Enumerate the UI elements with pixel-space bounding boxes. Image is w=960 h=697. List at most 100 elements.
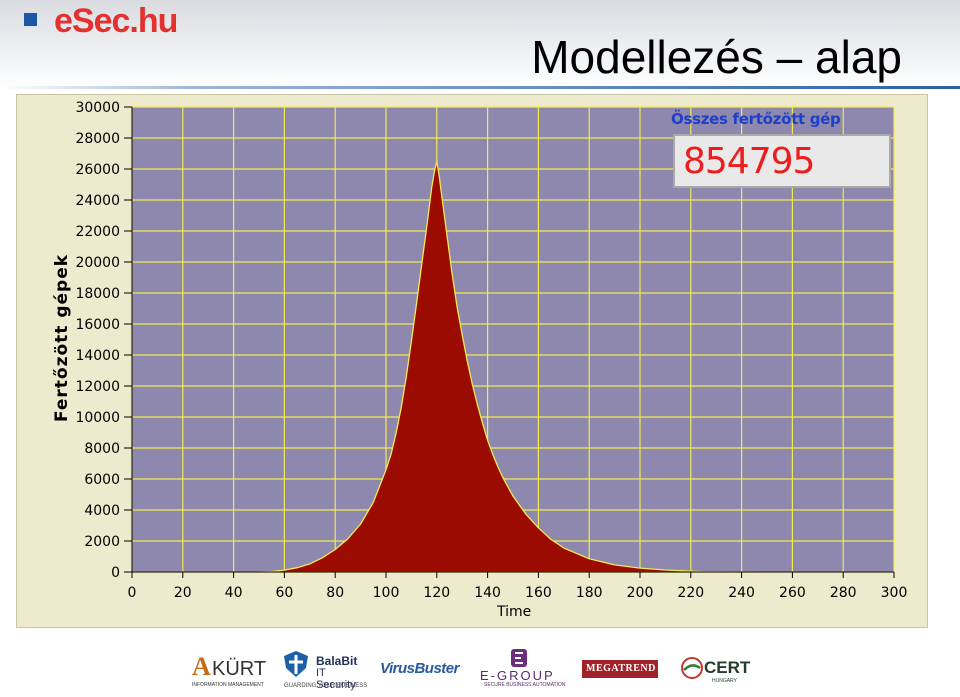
y-tick-label: 8000 bbox=[84, 441, 120, 457]
cert-logo-subtitle: HUNGARY bbox=[712, 678, 737, 684]
header-divider bbox=[0, 86, 960, 89]
x-tick-label: 220 bbox=[677, 585, 704, 601]
data-point bbox=[502, 477, 503, 478]
data-point bbox=[487, 440, 488, 441]
x-axis-title: Time bbox=[497, 604, 532, 620]
balabit-logo: BalaBit IT Security GUARDING YOUR BUSINE… bbox=[282, 648, 368, 692]
total-infected-display: 854795 bbox=[673, 134, 891, 188]
data-point bbox=[309, 563, 310, 564]
cert-logo-name: CERT bbox=[704, 658, 751, 677]
virusbuster-logo-name: VirusBuster bbox=[380, 660, 459, 677]
y-tick-label: 22000 bbox=[75, 224, 120, 240]
data-point bbox=[446, 235, 447, 236]
y-tick-label: 28000 bbox=[75, 131, 120, 147]
x-tick-label: 240 bbox=[728, 585, 755, 601]
kurt-logo: A KÜRT INFORMATION MANAGEMENT bbox=[192, 648, 267, 692]
data-point bbox=[434, 172, 435, 173]
y-tick-label: 14000 bbox=[75, 348, 120, 364]
y-tick-label: 16000 bbox=[75, 317, 120, 333]
balabit-shield-icon bbox=[284, 651, 308, 677]
data-point bbox=[451, 272, 452, 273]
x-tick-label: 0 bbox=[128, 585, 137, 601]
y-tick-label: 18000 bbox=[75, 286, 120, 302]
data-point bbox=[322, 557, 323, 558]
megatrend-logo: MEGATREND bbox=[582, 648, 660, 692]
megatrend-logo-name: MEGATREND bbox=[586, 663, 656, 674]
egroup-logo: E-GROUP SECURE BUSINESS AUTOMATION bbox=[478, 648, 566, 692]
data-point bbox=[563, 547, 564, 548]
data-point bbox=[497, 466, 498, 467]
data-point bbox=[297, 567, 298, 568]
data-point bbox=[614, 564, 615, 565]
kurt-logo-subtitle: INFORMATION MANAGEMENT bbox=[192, 682, 264, 688]
data-point bbox=[396, 432, 397, 433]
egroup-mark-icon bbox=[511, 649, 527, 667]
data-point bbox=[512, 496, 513, 497]
data-point bbox=[525, 513, 526, 514]
y-tick-label: 26000 bbox=[75, 162, 120, 178]
data-point bbox=[467, 361, 468, 362]
y-tick-label: 30000 bbox=[75, 100, 120, 116]
total-infected-label: Összes fertőzött gép bbox=[671, 110, 841, 128]
virusbuster-logo: VirusBuster bbox=[380, 648, 462, 692]
data-point bbox=[373, 502, 374, 503]
data-point bbox=[411, 341, 412, 342]
x-tick-label: 40 bbox=[225, 585, 243, 601]
data-point bbox=[665, 569, 666, 570]
x-tick-label: 260 bbox=[779, 585, 806, 601]
x-tick-label: 20 bbox=[174, 585, 192, 601]
x-tick-label: 180 bbox=[576, 585, 603, 601]
data-point bbox=[457, 306, 458, 307]
data-point bbox=[538, 527, 539, 528]
data-point bbox=[436, 161, 437, 162]
data-point bbox=[462, 334, 463, 335]
y-axis-title: Fertőzött gépek bbox=[52, 253, 72, 423]
x-tick-label: 160 bbox=[525, 585, 552, 601]
x-tick-label: 300 bbox=[881, 585, 908, 601]
x-tick-label: 140 bbox=[474, 585, 501, 601]
cert-globe-icon bbox=[681, 657, 703, 679]
slide-title: Modellezés – alap bbox=[531, 31, 902, 83]
slide-header bbox=[0, 0, 960, 90]
y-tick-label: 12000 bbox=[75, 379, 120, 395]
data-point bbox=[401, 407, 402, 408]
data-point bbox=[551, 539, 552, 540]
y-tick-label: 4000 bbox=[84, 503, 120, 519]
data-point bbox=[406, 376, 407, 377]
kurt-logo-letter: A bbox=[192, 652, 211, 681]
x-tick-label: 200 bbox=[627, 585, 654, 601]
data-point bbox=[385, 469, 386, 470]
kurt-logo-word: KÜRT bbox=[212, 658, 267, 680]
data-point bbox=[439, 176, 440, 177]
egroup-logo-subtitle: SECURE BUSINESS AUTOMATION bbox=[484, 682, 566, 688]
x-tick-label: 120 bbox=[423, 585, 450, 601]
data-point bbox=[360, 523, 361, 524]
y-tick-label: 6000 bbox=[84, 472, 120, 488]
x-tick-label: 100 bbox=[373, 585, 400, 601]
esec-logo-square-icon bbox=[24, 13, 37, 26]
balabit-logo-tagline: IT Security bbox=[316, 667, 356, 691]
x-tick-label: 80 bbox=[326, 585, 344, 601]
egroup-logo-name: E-GROUP bbox=[480, 668, 555, 683]
data-point bbox=[589, 558, 590, 559]
data-point bbox=[482, 423, 483, 424]
data-point bbox=[284, 570, 285, 571]
total-infected-value: 854795 bbox=[683, 141, 815, 182]
x-tick-label: 60 bbox=[275, 585, 293, 601]
x-tick-label: 280 bbox=[830, 585, 857, 601]
data-point bbox=[421, 265, 422, 266]
y-tick-label: 24000 bbox=[75, 193, 120, 209]
y-tick-label: 2000 bbox=[84, 534, 120, 550]
megatrend-logo-box bbox=[582, 660, 658, 678]
balabit-logo-name: BalaBit bbox=[316, 654, 358, 668]
data-point bbox=[477, 404, 478, 405]
infection-area-series bbox=[258, 160, 755, 573]
data-point bbox=[431, 187, 432, 188]
balabit-logo-subtitle: GUARDING YOUR BUSINESS bbox=[284, 683, 368, 689]
cert-logo: CERT HUNGARY bbox=[680, 648, 760, 692]
esec-logo: eSec.hu bbox=[54, 2, 178, 40]
data-point bbox=[426, 227, 427, 228]
data-point bbox=[391, 454, 392, 455]
data-point bbox=[416, 303, 417, 304]
